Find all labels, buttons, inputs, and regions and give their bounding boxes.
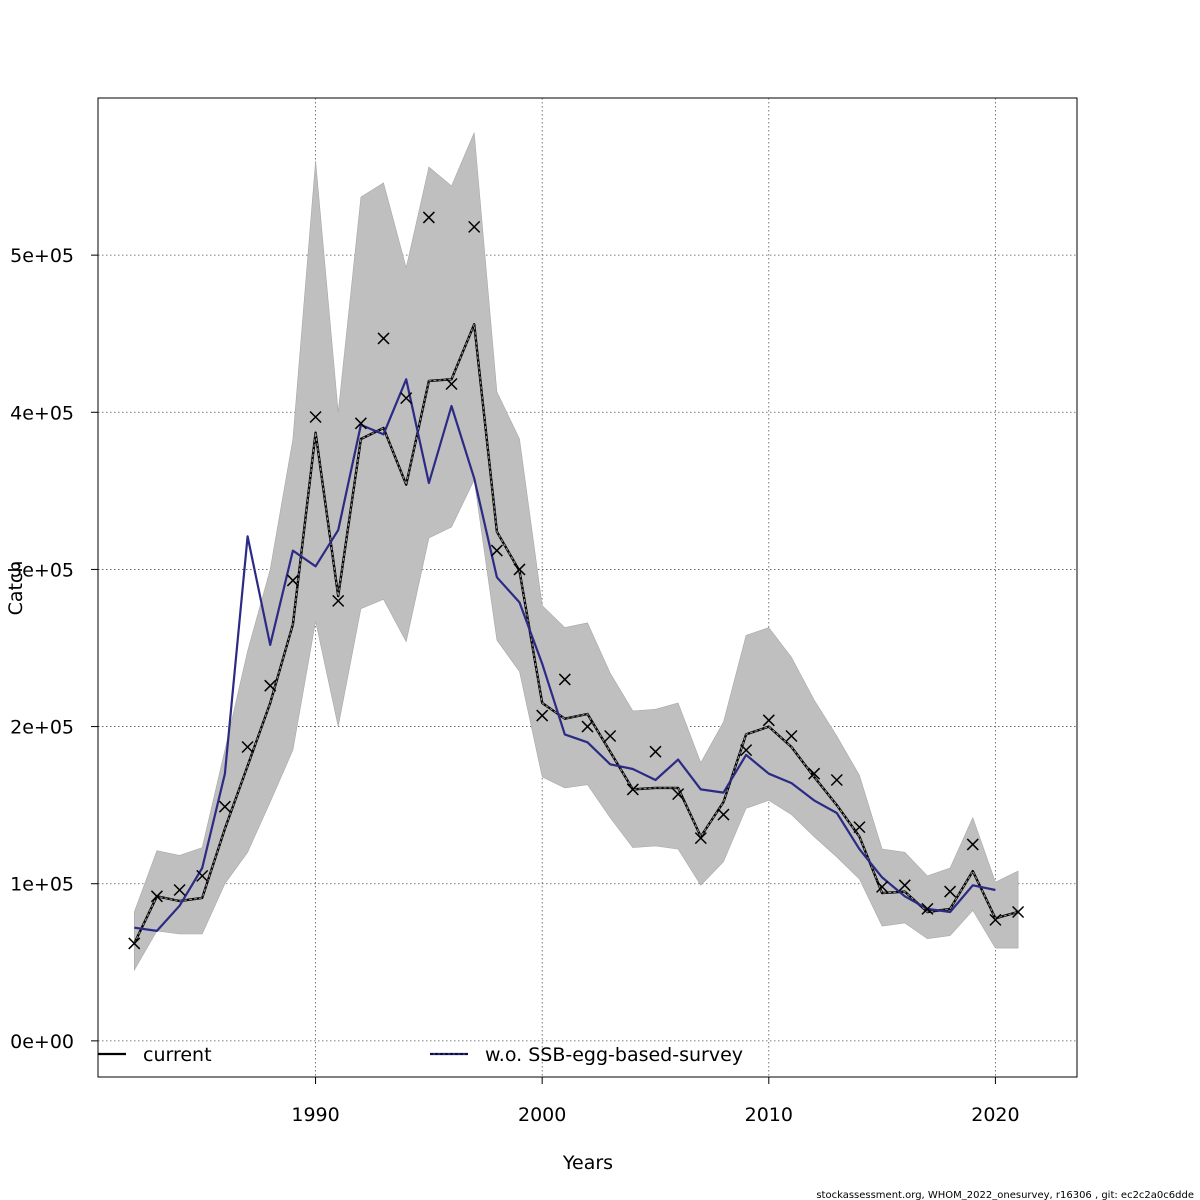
y-tick-label-4: 4e+05	[10, 402, 74, 424]
observed-marker-2005	[649, 745, 662, 758]
legend: current w.o. SSB-egg-based-survey	[98, 1044, 743, 1066]
observed-markers-layer	[128, 211, 1025, 950]
observed-marker-2017	[921, 902, 934, 915]
observed-marker-1991	[332, 594, 345, 607]
footer-caption: stockassessment.org, WHOM_2022_onesurvey…	[816, 1190, 1194, 1200]
y-tick-label-0: 0e+00	[10, 1031, 74, 1053]
series-lines-layer	[133, 323, 1019, 944]
observed-marker-2019	[966, 838, 979, 851]
x-tick-label-2: 2010	[745, 1104, 793, 1126]
series-line-wo-ssb	[134, 378, 996, 933]
legend-label-current: current	[143, 1044, 212, 1066]
observed-marker-2016	[898, 879, 911, 892]
observed-marker-1997	[468, 220, 481, 233]
x-axis-ticks: 1990 2000 2010 2020	[291, 1077, 1020, 1126]
observed-marker-2004	[626, 783, 639, 796]
y-axis-label: Catch	[5, 561, 27, 616]
observed-marker-1989	[286, 574, 299, 587]
observed-marker-1988	[264, 679, 277, 692]
x-tick-label-3: 2020	[971, 1104, 1019, 1126]
observed-marker-2007	[694, 832, 707, 845]
observed-marker-2002	[581, 720, 594, 733]
y-tick-label-1: 1e+05	[10, 874, 74, 896]
plot-frame	[97, 97, 1078, 1078]
observed-marker-1993	[377, 332, 390, 345]
observed-marker-2006	[672, 788, 685, 801]
observed-marker-1990	[309, 410, 322, 424]
legend-label-wo-ssb: w.o. SSB-egg-based-survey	[485, 1044, 743, 1066]
observed-marker-1992	[354, 417, 367, 430]
y-axis-ticks: 0e+00 1e+05 2e+05 3e+05 4e+05 5e+05	[10, 245, 98, 1053]
observed-marker-1999	[513, 563, 526, 576]
confidence-band-layer	[134, 132, 1019, 972]
observed-marker-1994	[400, 392, 413, 405]
observed-marker-2021	[1012, 905, 1025, 919]
confidence-band	[134, 132, 1019, 972]
observed-marker-2009	[740, 744, 753, 757]
observed-marker-1996	[445, 377, 458, 391]
series-line-current-dash	[133, 324, 1019, 944]
y-tick-label-2: 2e+05	[10, 717, 74, 739]
observed-marker-1995	[422, 211, 435, 224]
observed-marker-2013	[830, 773, 843, 787]
observed-marker-2012	[808, 767, 821, 780]
x-axis-label: Years	[562, 1152, 613, 1174]
observed-marker-1985	[196, 869, 209, 882]
observed-marker-1984	[173, 883, 186, 897]
observed-marker-2011	[785, 729, 798, 743]
observed-marker-1986	[218, 800, 231, 813]
observed-marker-1987	[241, 740, 254, 754]
y-tick-label-5: 5e+05	[10, 245, 74, 267]
y-tick-label-3: 3e+05	[10, 559, 74, 581]
observed-marker-2001	[558, 673, 571, 686]
observed-marker-2014	[853, 821, 866, 834]
observed-marker-1982	[128, 937, 141, 950]
observed-marker-2010	[762, 714, 775, 727]
observed-marker-2008	[717, 808, 730, 821]
x-tick-label-1: 2000	[518, 1104, 566, 1126]
observed-marker-2020	[989, 913, 1002, 926]
observed-marker-2000	[536, 709, 549, 722]
observed-marker-2018	[944, 885, 957, 898]
observed-marker-1998	[490, 544, 503, 557]
observed-marker-2015	[876, 880, 889, 893]
observed-marker-2003	[604, 729, 617, 743]
x-tick-label-0: 1990	[291, 1104, 339, 1126]
observed-marker-1983	[150, 890, 163, 903]
